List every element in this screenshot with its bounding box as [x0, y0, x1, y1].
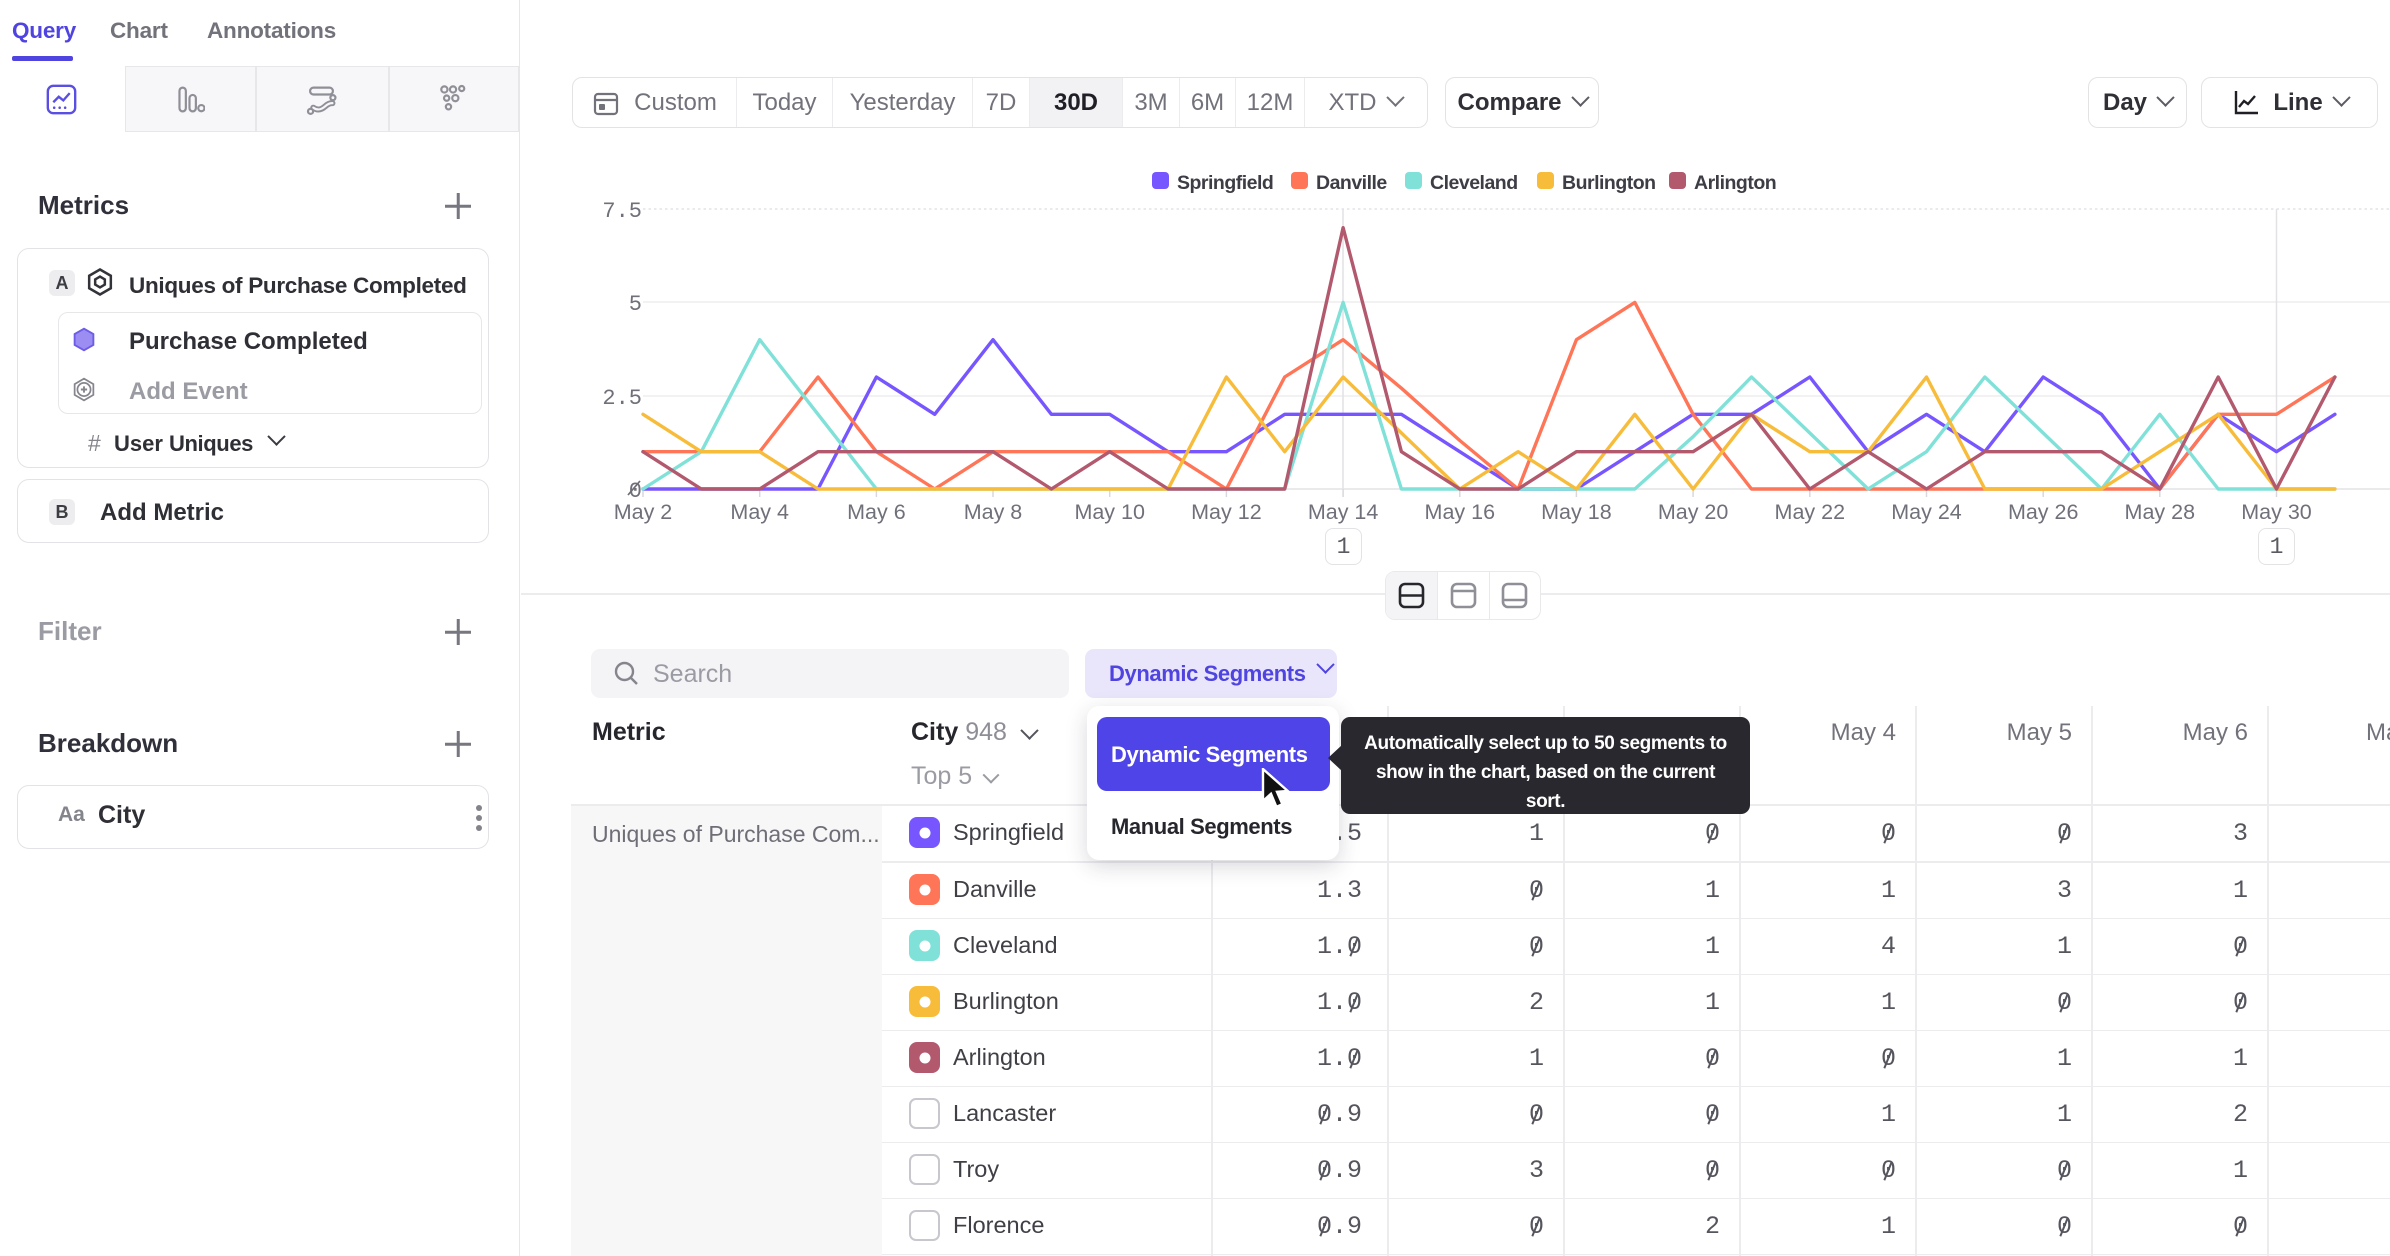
svg-text:5: 5	[629, 292, 642, 317]
svg-text:Arlington: Arlington	[1694, 172, 1776, 194]
svg-text:May 14: May 14	[1308, 500, 1379, 524]
svg-text:Cleveland: Cleveland	[1430, 172, 1518, 194]
svg-text:May 22: May 22	[1775, 500, 1846, 524]
svg-text:7.5: 7.5	[602, 199, 642, 224]
svg-text:May 18: May 18	[1541, 500, 1612, 524]
svg-text:May 26: May 26	[2008, 500, 2079, 524]
svg-text:Danville: Danville	[1316, 172, 1387, 194]
svg-text:May 20: May 20	[1658, 500, 1729, 524]
svg-text:Burlington: Burlington	[1562, 172, 1656, 194]
svg-text:May 12: May 12	[1191, 500, 1262, 524]
svg-text:May 10: May 10	[1074, 500, 1145, 524]
svg-text:May 2: May 2	[614, 500, 673, 524]
svg-text:May 16: May 16	[1425, 500, 1496, 524]
svg-text:May 4: May 4	[730, 500, 789, 524]
svg-text:May 30: May 30	[2241, 500, 2312, 524]
svg-text:2.5: 2.5	[602, 386, 642, 411]
svg-text:May 8: May 8	[964, 500, 1023, 524]
svg-text:May 6: May 6	[847, 500, 906, 524]
svg-text:May 28: May 28	[2125, 500, 2196, 524]
svg-text:Springfield: Springfield	[1177, 172, 1273, 194]
svg-text:May 24: May 24	[1891, 500, 1962, 524]
svg-text:0: 0	[629, 479, 642, 504]
